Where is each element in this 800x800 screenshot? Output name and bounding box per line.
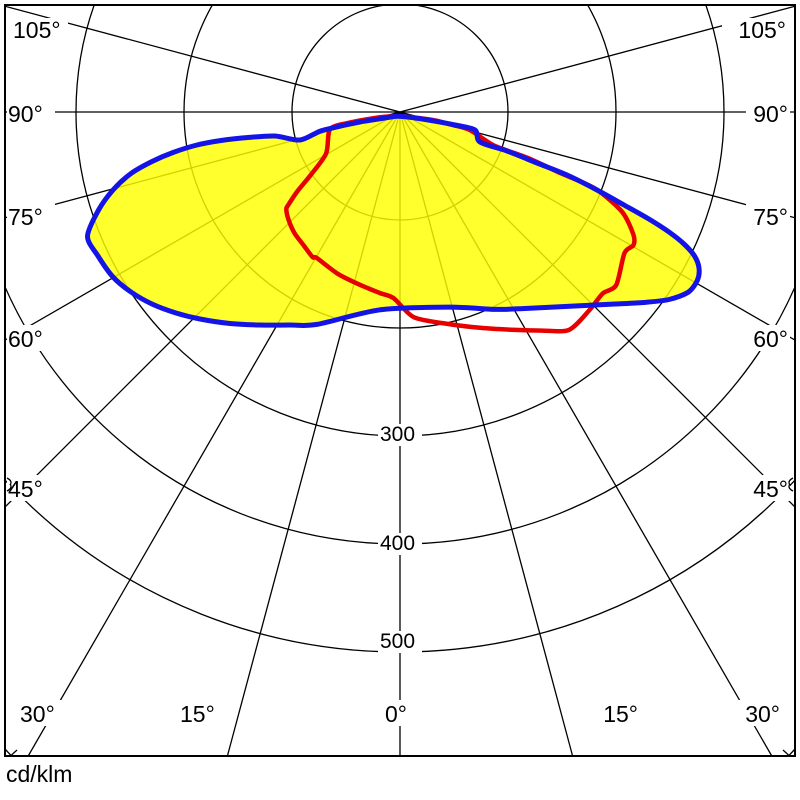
svg-text:45°: 45° [8, 476, 43, 502]
svg-text:30°: 30° [20, 701, 55, 727]
svg-text:45°: 45° [753, 476, 788, 502]
svg-text:30°: 30° [745, 701, 780, 727]
svg-text:105°: 105° [738, 17, 786, 43]
svg-text:75°: 75° [8, 204, 43, 230]
svg-text:0°: 0° [385, 701, 407, 727]
svg-text:90°: 90° [753, 101, 788, 127]
svg-text:300: 300 [380, 423, 415, 446]
svg-text:400: 400 [380, 532, 415, 555]
svg-text:15°: 15° [180, 701, 215, 727]
svg-text:15°: 15° [603, 701, 638, 727]
svg-text:75°: 75° [753, 204, 788, 230]
svg-text:60°: 60° [8, 326, 43, 352]
svg-text:60°: 60° [753, 326, 788, 352]
svg-text:105°: 105° [13, 17, 61, 43]
svg-text:90°: 90° [8, 101, 43, 127]
svg-text:500: 500 [380, 630, 415, 653]
